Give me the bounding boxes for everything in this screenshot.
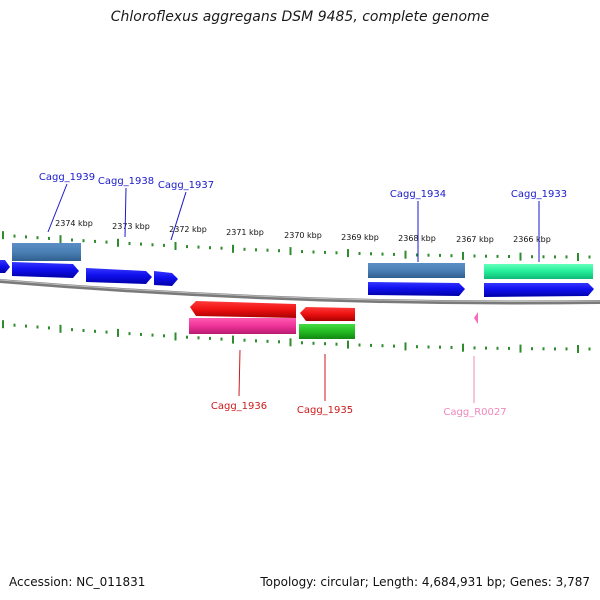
gene-cagg1935-box[interactable]	[299, 324, 355, 339]
gene-label-caggr0027[interactable]: Cagg_R0027	[443, 407, 506, 418]
accession-text: Accession: NC_011831	[9, 575, 146, 589]
gene-cagg1936-cds[interactable]	[190, 301, 296, 318]
tick-label-2369: 2369 kbp	[341, 233, 379, 242]
gene-label-cagg1937[interactable]: Cagg_1937	[158, 180, 214, 191]
gene-cagg1933-cds[interactable]	[484, 283, 594, 297]
scale-ticks-top	[2, 231, 591, 261]
tick-label-2368: 2368 kbp	[398, 234, 436, 243]
gene-label-cagg1935[interactable]: Cagg_1935	[297, 405, 353, 416]
gene-cagg1933-box[interactable]	[484, 264, 593, 279]
gene-label-cagg1939[interactable]: Cagg_1939	[39, 172, 95, 183]
genome-backbone-highlight	[0, 279, 600, 303]
gene-cagg1936-box[interactable]	[189, 318, 296, 334]
cds-left-edge-arrow[interactable]	[0, 260, 10, 273]
gene-cagg1938-cds[interactable]	[86, 268, 152, 284]
gene-label-cagg1933[interactable]: Cagg_1933	[511, 189, 567, 200]
gene-cagg1935-cds[interactable]	[300, 307, 355, 321]
genome-summary-text: Topology: circular; Length: 4,684,931 bp…	[260, 575, 590, 589]
gene-label-cagg1938[interactable]: Cagg_1938	[98, 176, 154, 187]
leader-cagg1936	[238, 349, 241, 397]
scale-ticks-bottom	[2, 320, 591, 353]
tick-label-2366: 2366 kbp	[513, 235, 551, 244]
leader-cagg1938	[124, 187, 127, 238]
gene-cagg1934-cds[interactable]	[368, 282, 465, 296]
tick-label-2370: 2370 kbp	[284, 231, 322, 240]
tick-label-2373: 2373 kbp	[112, 222, 150, 231]
genome-backbone	[0, 279, 600, 305]
tick-label-2372: 2372 kbp	[169, 225, 207, 234]
tick-label-2371: 2371 kbp	[226, 228, 264, 237]
gene-label-cagg1934[interactable]: Cagg_1934	[390, 189, 446, 200]
gene-cagg1939-box[interactable]	[12, 243, 81, 261]
genome-title: Chloroflexus aggregans DSM 9485, complet…	[110, 9, 490, 25]
gene-caggr0027-rna[interactable]	[474, 312, 478, 324]
tick-label-2374: 2374 kbp	[55, 219, 93, 228]
gene-label-cagg1936[interactable]: Cagg_1936	[211, 401, 267, 412]
gene-cagg1939-cds[interactable]	[12, 262, 79, 278]
gene-cagg1934-box[interactable]	[368, 263, 465, 278]
scale-labels: 2374 kbp 2373 kbp 2372 kbp 2371 kbp 2370…	[55, 219, 551, 244]
label-leaders	[47, 183, 540, 403]
gene-cagg1937-cds[interactable]	[154, 271, 178, 286]
leader-cagg1937	[170, 191, 187, 241]
plus-strand-features	[0, 243, 594, 297]
leader-cagg1939	[47, 183, 68, 233]
tick-label-2367: 2367 kbp	[456, 235, 494, 244]
minus-strand-features	[189, 301, 478, 339]
